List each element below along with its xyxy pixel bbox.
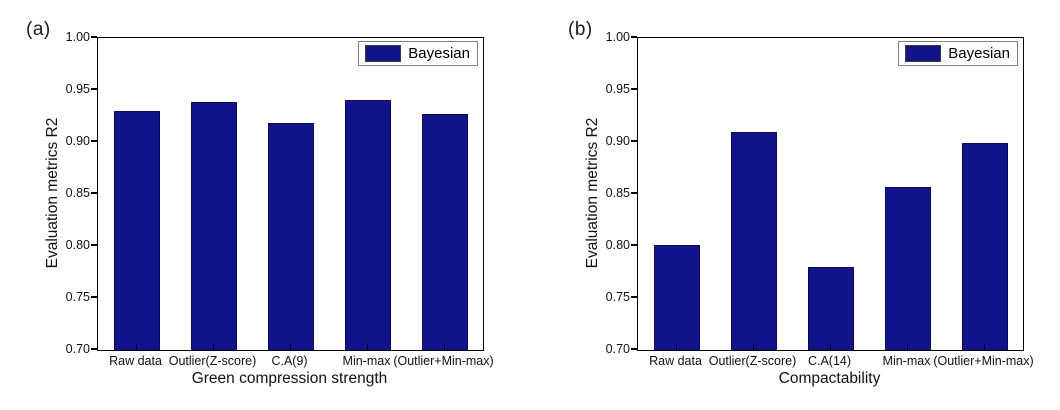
y-tick-mark (91, 348, 97, 350)
plot-area-a: Bayesian (97, 37, 484, 351)
chart-panel-b: (b) Evaluation metrics R2 Bayesian Compa… (530, 0, 1060, 410)
legend-swatch-bayesian (905, 45, 942, 62)
y-tick-label: 0.80 (605, 238, 630, 252)
x-tick-mark (366, 344, 369, 350)
x-tick-mark (212, 344, 215, 350)
legend: Bayesian (898, 41, 1018, 66)
legend-label: Bayesian (948, 45, 1010, 62)
y-tick-label: 0.85 (65, 186, 90, 200)
bar-raw-data (113, 110, 160, 350)
y-tick-label: 0.90 (65, 134, 90, 148)
y-tick-label: 0.85 (605, 186, 630, 200)
x-tick-mark (752, 344, 755, 350)
x-axis-title: Compactability (778, 370, 881, 387)
bar-outlier-z-score (730, 131, 777, 350)
y-tick-mark (91, 296, 97, 298)
x-tick-mark (135, 344, 138, 350)
legend-label: Bayesian (408, 45, 470, 62)
y-tick-mark (91, 192, 97, 194)
y-tick-label: 0.95 (65, 82, 90, 96)
x-tick-label: Raw data (649, 354, 702, 368)
x-tick-mark (829, 344, 832, 350)
bar-min-max (884, 186, 931, 350)
y-tick-mark (631, 192, 637, 194)
bar-min-max (344, 100, 391, 350)
y-tick-mark (631, 140, 637, 142)
y-tick-mark (631, 296, 637, 298)
y-tick-label: 0.95 (605, 82, 630, 96)
y-tick-label: 0.90 (605, 134, 630, 148)
plot-area-b: Bayesian (637, 37, 1024, 351)
y-tick-mark (631, 36, 637, 38)
panel-label-a: (a) (26, 19, 51, 40)
bar-outlier-min-max (421, 113, 468, 350)
y-tick-mark (91, 36, 97, 38)
x-tick-label: C.A(9) (271, 354, 308, 368)
y-tick-mark (91, 88, 97, 90)
y-tick-label: 0.75 (605, 290, 630, 304)
y-tick-mark (91, 244, 97, 246)
legend: Bayesian (358, 41, 478, 66)
chart-panel-a: (a) Evaluation metrics R2 Bayesian Green… (26, 19, 494, 387)
y-tick-mark (631, 244, 637, 246)
y-tick-mark (631, 348, 637, 350)
x-tick-label: (Outlier+Min-max) (933, 354, 1034, 368)
bar-outlier-z-score (190, 102, 237, 350)
x-tick-mark (443, 344, 446, 350)
y-tick-mark (91, 140, 97, 142)
y-tick-label: 0.70 (65, 342, 90, 356)
y-tick-label: 1.00 (65, 30, 90, 44)
x-tick-mark (906, 344, 909, 350)
x-tick-mark (289, 344, 292, 350)
bar-c-a-14 (807, 266, 854, 350)
x-tick-label: Min-max (342, 354, 391, 368)
y-tick-label: 0.80 (65, 238, 90, 252)
bar-c-a-9 (267, 123, 314, 350)
x-tick-label: Outlier(Z-score) (168, 354, 257, 368)
legend-swatch-bayesian (365, 45, 402, 62)
y-tick-label: 0.75 (65, 290, 90, 304)
x-axis-title: Green compression strength (191, 370, 388, 387)
y-tick-mark (631, 88, 637, 90)
x-tick-label: Min-max (882, 354, 931, 368)
x-tick-label: Outlier(Z-score) (708, 354, 797, 368)
panel-label-b: (b) (568, 19, 593, 40)
x-tick-mark (675, 344, 678, 350)
x-tick-label: Raw data (109, 354, 162, 368)
x-tick-label: (Outlier+Min-max) (393, 354, 494, 368)
bar-outlier-min-max (961, 143, 1008, 350)
y-tick-label: 0.70 (605, 342, 630, 356)
y-tick-label: 1.00 (605, 30, 630, 44)
x-tick-mark (983, 344, 986, 350)
x-tick-label: C.A(14) (807, 354, 852, 368)
bar-raw-data (653, 244, 700, 350)
